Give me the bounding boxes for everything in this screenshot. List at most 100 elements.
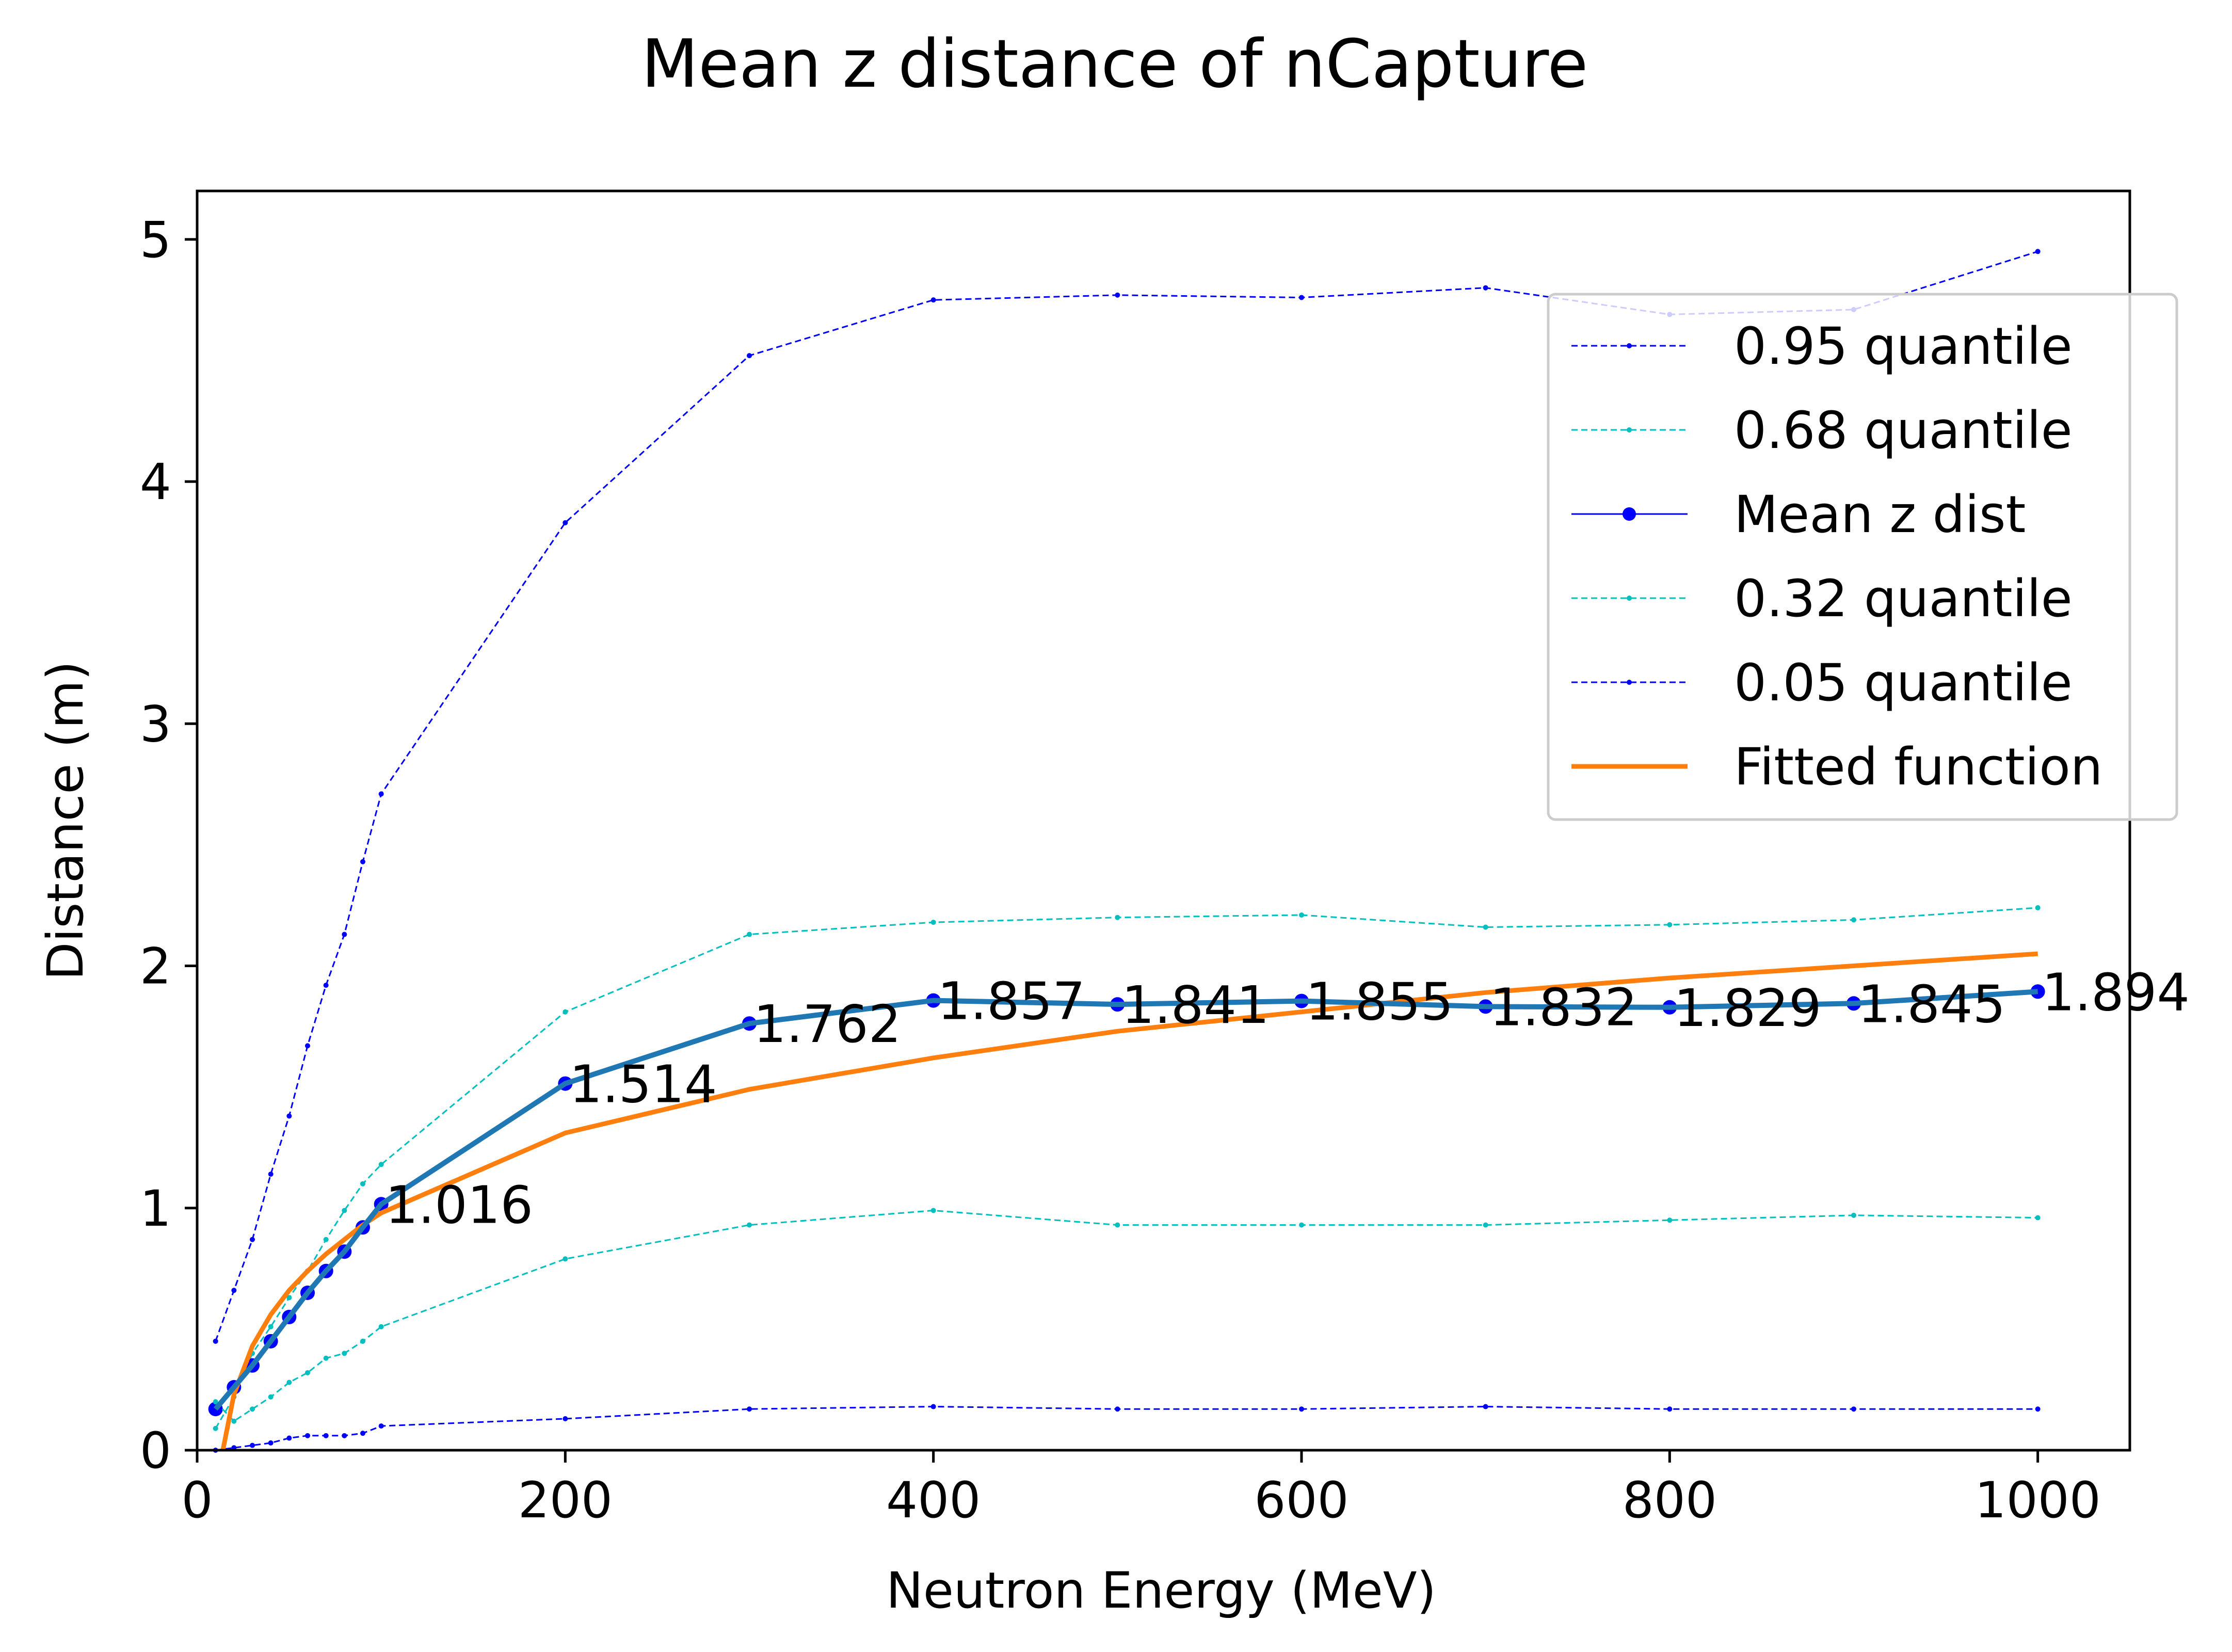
data-point	[268, 1440, 274, 1446]
data-point	[1851, 917, 1856, 923]
data-point	[360, 859, 365, 864]
data-point	[323, 983, 329, 988]
data-label: 1.016	[386, 1175, 533, 1235]
data-point	[323, 1433, 329, 1438]
data-point	[286, 1295, 292, 1301]
legend-label: 0.05 quantile	[1734, 653, 2073, 713]
x-tick-label: 600	[1254, 1471, 1348, 1529]
legend-label: 0.95 quantile	[1734, 317, 2073, 376]
legend-box	[1547, 293, 2178, 821]
x-tick-label: 800	[1623, 1471, 1717, 1529]
data-label: 1.841	[1121, 975, 1269, 1035]
data-point	[563, 1009, 568, 1015]
data-point	[250, 1442, 255, 1448]
data-point	[378, 791, 384, 797]
series-mean-overlay	[213, 989, 2038, 1411]
data-point	[1483, 924, 1488, 930]
data-point	[342, 1351, 347, 1356]
data-label: 1.857	[938, 971, 1085, 1032]
data-point	[360, 1181, 365, 1186]
data-point	[1483, 285, 1488, 291]
data-point	[213, 1399, 218, 1405]
legend-marker	[1623, 507, 1636, 521]
data-point	[563, 1256, 568, 1262]
series-0-95-quantile	[213, 249, 2041, 1344]
data-point	[250, 1406, 255, 1412]
data-label: 1.845	[1858, 974, 2005, 1034]
data-point	[1851, 1406, 1856, 1412]
data-point	[1667, 1217, 1673, 1223]
data-point	[378, 1162, 384, 1167]
series-line	[220, 951, 2038, 1451]
data-point	[1667, 1406, 1673, 1412]
data-label: 1.855	[1306, 972, 1453, 1032]
data-label: 1.514	[569, 1054, 717, 1115]
data-point	[1115, 292, 1120, 298]
data-point	[286, 1380, 292, 1385]
data-point	[213, 1338, 218, 1344]
x-tick-label: 0	[181, 1471, 213, 1529]
x-tick-label: 1000	[1975, 1471, 2101, 1529]
data-point	[563, 520, 568, 525]
y-axis-ticks: 0 1 2 3 4 5	[140, 211, 197, 1480]
data-point	[2035, 1215, 2041, 1221]
data-point	[231, 1288, 237, 1293]
data-point	[1483, 1404, 1488, 1409]
plot-area: 1.016 1.514 1.762 1.857 1.841 1.855 1.832 1.829…	[208, 249, 2190, 1453]
series-0-32-quantile	[213, 1208, 2041, 1424]
data-point	[268, 1394, 274, 1400]
data-point	[1299, 912, 1304, 918]
data-point	[323, 1237, 329, 1242]
legend-marker	[1627, 680, 1632, 685]
data-label: 1.762	[753, 994, 901, 1054]
y-tick-label: 5	[140, 211, 171, 269]
data-point	[360, 1338, 365, 1344]
data-point	[1115, 915, 1120, 920]
data-point	[1299, 1222, 1304, 1228]
legend-label: 0.32 quantile	[1734, 569, 2073, 629]
series-0-05-quantile	[213, 1404, 2041, 1453]
data-point	[268, 1172, 274, 1177]
mean-overlay-line	[213, 989, 2038, 1411]
data-label: 1.894	[2042, 962, 2190, 1022]
y-axis-label: Distance (m)	[37, 661, 94, 981]
legend-marker	[1627, 427, 1632, 432]
data-point	[930, 920, 936, 925]
data-point	[2035, 1406, 2041, 1412]
data-point	[930, 1208, 936, 1213]
data-point	[930, 297, 936, 303]
y-tick-label: 4	[140, 453, 171, 511]
legend-marker	[1627, 596, 1632, 601]
x-axis-ticks: 0 200 400 600 800 1000	[181, 1450, 2101, 1529]
data-point	[360, 1431, 365, 1436]
data-point	[1667, 922, 1673, 927]
data-point	[323, 1355, 329, 1361]
data-point	[231, 1418, 237, 1424]
y-tick-label: 2	[140, 938, 171, 996]
data-point	[286, 1113, 292, 1119]
legend-label: Mean z dist	[1734, 485, 2026, 544]
x-axis-label: Neutron Energy (MeV)	[886, 1562, 1436, 1619]
data-point	[747, 353, 752, 359]
data-point	[2035, 905, 2041, 910]
data-point	[342, 1208, 347, 1213]
data-point	[930, 1404, 936, 1409]
data-point	[305, 1370, 310, 1375]
data-label: 1.832	[1490, 977, 1637, 1037]
y-tick-label: 3	[140, 695, 171, 753]
data-point	[305, 1043, 310, 1049]
data-point	[747, 1222, 752, 1228]
legend-marker	[1627, 343, 1632, 348]
series-fitted-function	[220, 951, 2038, 1451]
data-label: 1.829	[1674, 978, 1821, 1038]
data-point	[747, 1406, 752, 1412]
x-tick-label: 200	[518, 1471, 613, 1529]
data-point	[1299, 1406, 1304, 1412]
data-point	[1851, 1212, 1856, 1218]
legend-label: 0.68 quantile	[1734, 401, 2073, 460]
data-point	[1483, 1222, 1488, 1228]
y-tick-label: 0	[140, 1422, 171, 1480]
data-point	[1299, 295, 1304, 300]
